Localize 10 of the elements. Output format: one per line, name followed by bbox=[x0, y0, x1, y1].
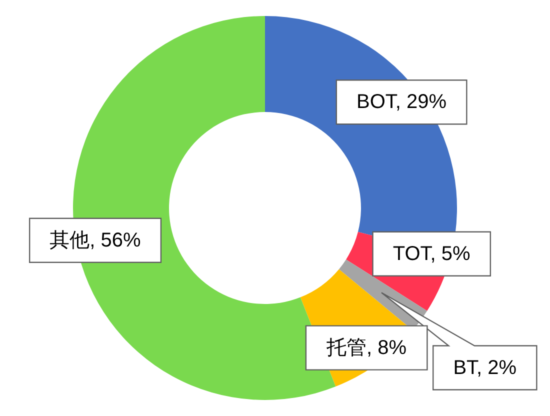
slice-label: 其他 bbox=[50, 229, 90, 252]
data-label: , 5% bbox=[430, 242, 471, 265]
data-label: , 29% bbox=[395, 91, 447, 114]
data-label: , 2% bbox=[476, 356, 517, 379]
slice-label: BT bbox=[453, 356, 479, 379]
data-label: , 8% bbox=[366, 336, 407, 359]
slice-label: 托管 bbox=[326, 336, 367, 359]
data-label: , 56% bbox=[90, 229, 142, 252]
slice-label: BOT bbox=[356, 91, 398, 114]
slice-label: TOT bbox=[392, 242, 432, 265]
